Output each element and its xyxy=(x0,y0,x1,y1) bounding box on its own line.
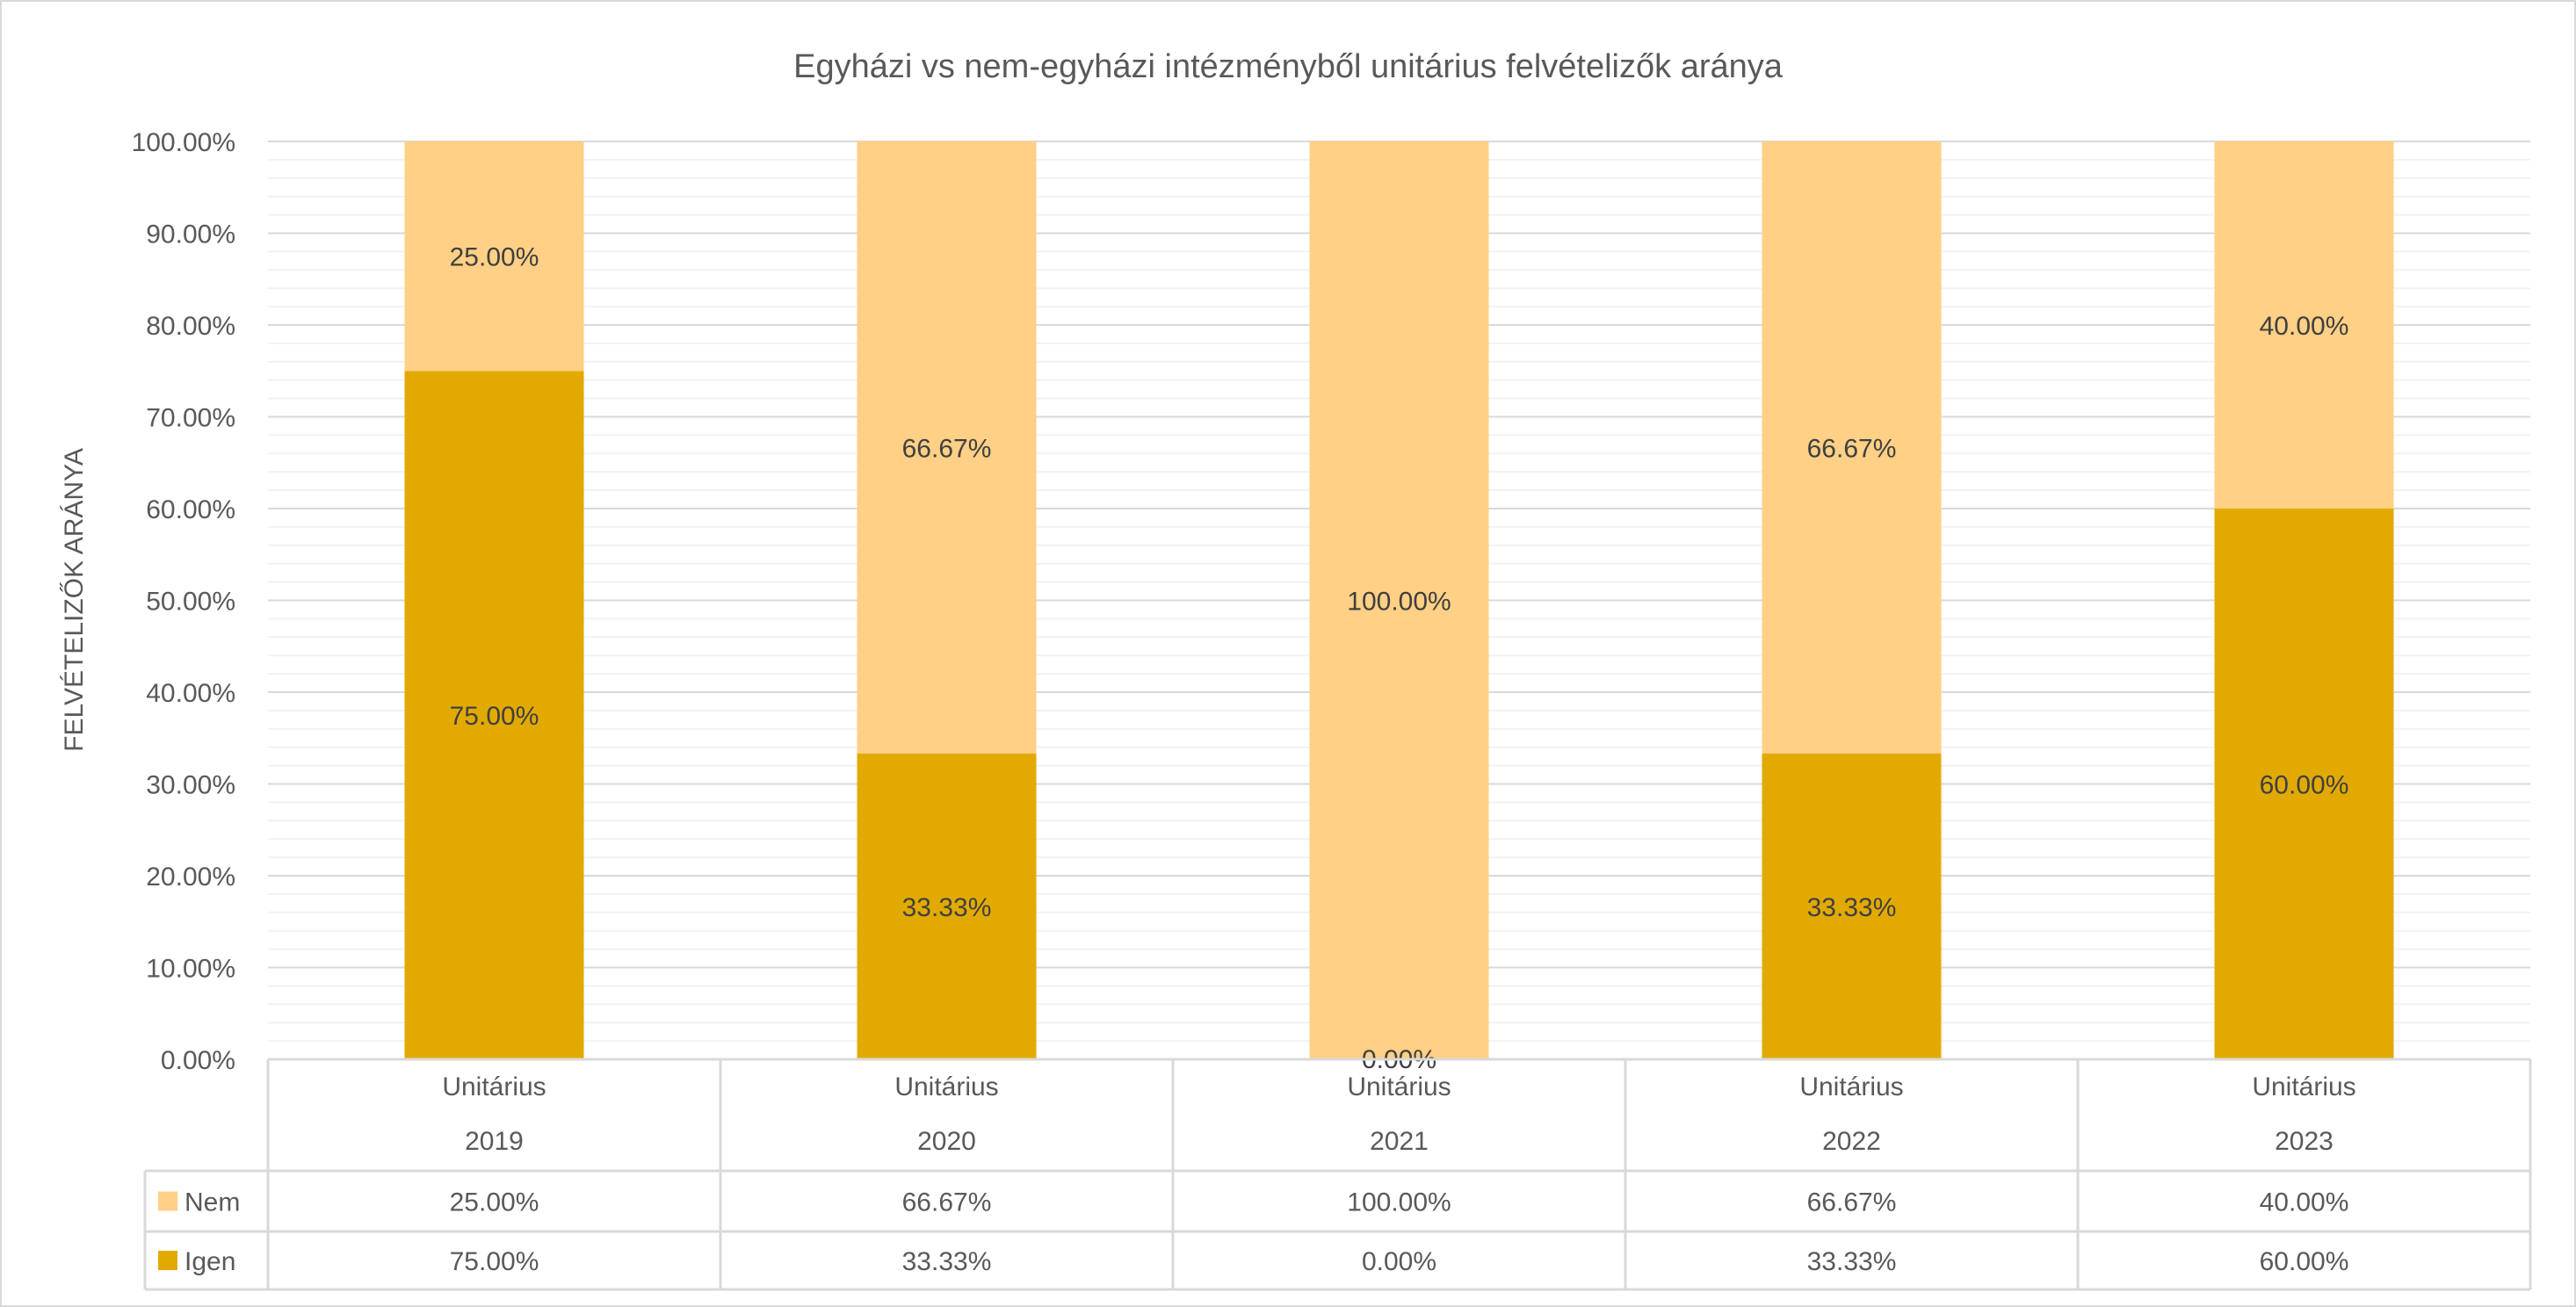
legend-key-igen xyxy=(158,1251,177,1270)
y-tick-label: 80.00% xyxy=(146,312,235,341)
data-table: Unitárius 2019 Unitárius 2020 Unitárius 2021 U… xyxy=(143,1058,2532,1291)
bar-nem-2023 xyxy=(2214,141,2394,509)
data-label: 66.67% xyxy=(1807,434,1897,463)
table-cell: 100.00% xyxy=(1347,1188,1451,1217)
category-group-label: Unitárius xyxy=(2252,1072,2355,1101)
y-tick-label: 50.00% xyxy=(146,588,235,617)
data-label: 60.00% xyxy=(2260,771,2349,800)
bar-igen-2023 xyxy=(2214,509,2394,1059)
data-label: 100.00% xyxy=(1347,588,1451,617)
y-tick-label: 70.00% xyxy=(146,404,235,433)
category-year-label: 2020 xyxy=(917,1127,976,1156)
y-tick-label: 10.00% xyxy=(146,955,235,984)
category-group-label: Unitárius xyxy=(1347,1072,1451,1101)
y-tick-label: 40.00% xyxy=(146,679,235,708)
table-cell: 66.67% xyxy=(1807,1188,1897,1217)
category-year-label: 2019 xyxy=(465,1127,524,1156)
category-year-label: 2023 xyxy=(2275,1127,2334,1156)
bars xyxy=(404,141,2394,1059)
table-cell: 40.00% xyxy=(2260,1188,2349,1217)
category-year-label: 2022 xyxy=(1822,1127,1881,1156)
table-cell: 60.00% xyxy=(2260,1247,2349,1276)
bar-nem-2020 xyxy=(857,141,1037,754)
legend-label: Igen xyxy=(185,1247,235,1276)
bar-nem-2022 xyxy=(1762,141,1942,754)
category-group-label: Unitárius xyxy=(1799,1072,1903,1101)
table-cell: 75.00% xyxy=(450,1247,539,1276)
data-label: 25.00% xyxy=(450,243,539,272)
y-axis-ticks: 0.00% 10.00% 20.00% 30.00% 40.00% 50.00% 60.00… xyxy=(132,128,235,1075)
table-cell: 0.00% xyxy=(1362,1247,1436,1276)
category-group-label: Unitárius xyxy=(442,1072,546,1101)
chart-title: Egyházi vs nem-egyházi intézményből unit… xyxy=(793,48,1784,85)
y-tick-label: 90.00% xyxy=(146,220,235,249)
category-year-label: 2021 xyxy=(1370,1127,1429,1156)
table-cell: 33.33% xyxy=(1807,1247,1897,1276)
y-tick-label: 0.00% xyxy=(161,1046,235,1075)
legend-key-nem xyxy=(158,1191,177,1211)
data-label: 33.33% xyxy=(1807,893,1897,922)
y-tick-label: 60.00% xyxy=(146,495,235,524)
bar-igen-2022 xyxy=(1762,753,1942,1059)
category-group-label: Unitárius xyxy=(894,1072,998,1101)
table-cell: 66.67% xyxy=(902,1188,992,1217)
data-label: 40.00% xyxy=(2260,312,2349,341)
legend-label: Nem xyxy=(185,1188,240,1217)
bar-nem-2021 xyxy=(1309,141,1489,1059)
bar-igen-2020 xyxy=(857,753,1037,1059)
data-labels: 75.00%25.00%33.33%66.67%0.00%100.00%33.3… xyxy=(450,243,2349,1074)
y-tick-label: 100.00% xyxy=(132,128,235,157)
table-cell: 33.33% xyxy=(902,1247,992,1276)
bar-nem-2019 xyxy=(404,141,584,372)
data-label: 33.33% xyxy=(902,893,992,922)
table-cell: 25.00% xyxy=(450,1188,539,1217)
data-label: 75.00% xyxy=(450,702,539,731)
y-tick-label: 30.00% xyxy=(146,771,235,800)
data-label: 66.67% xyxy=(902,434,992,463)
y-tick-label: 20.00% xyxy=(146,863,235,892)
bar-igen-2019 xyxy=(404,371,584,1059)
y-axis-label: FELVÉTELIZŐK ARÁNYA xyxy=(60,448,89,752)
